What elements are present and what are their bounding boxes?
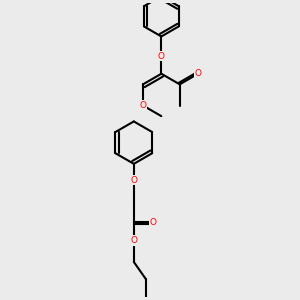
Text: O: O: [130, 236, 137, 245]
Text: O: O: [158, 52, 165, 61]
Text: O: O: [140, 101, 146, 110]
Text: O: O: [149, 218, 156, 227]
Text: O: O: [130, 176, 137, 184]
Text: O: O: [195, 69, 202, 78]
